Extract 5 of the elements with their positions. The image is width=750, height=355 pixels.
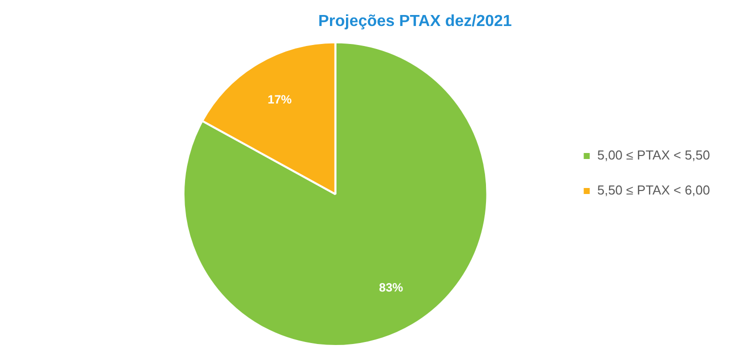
data-label: 83% xyxy=(379,280,404,295)
legend-label: 5,00 ≤ PTAX < 5,50 xyxy=(597,148,710,163)
legend-label: 5,50 ≤ PTAX < 6,00 xyxy=(597,182,710,198)
chart-title: Projeções PTAX dez/2021 xyxy=(318,13,512,30)
data-label: 17% xyxy=(268,92,292,106)
